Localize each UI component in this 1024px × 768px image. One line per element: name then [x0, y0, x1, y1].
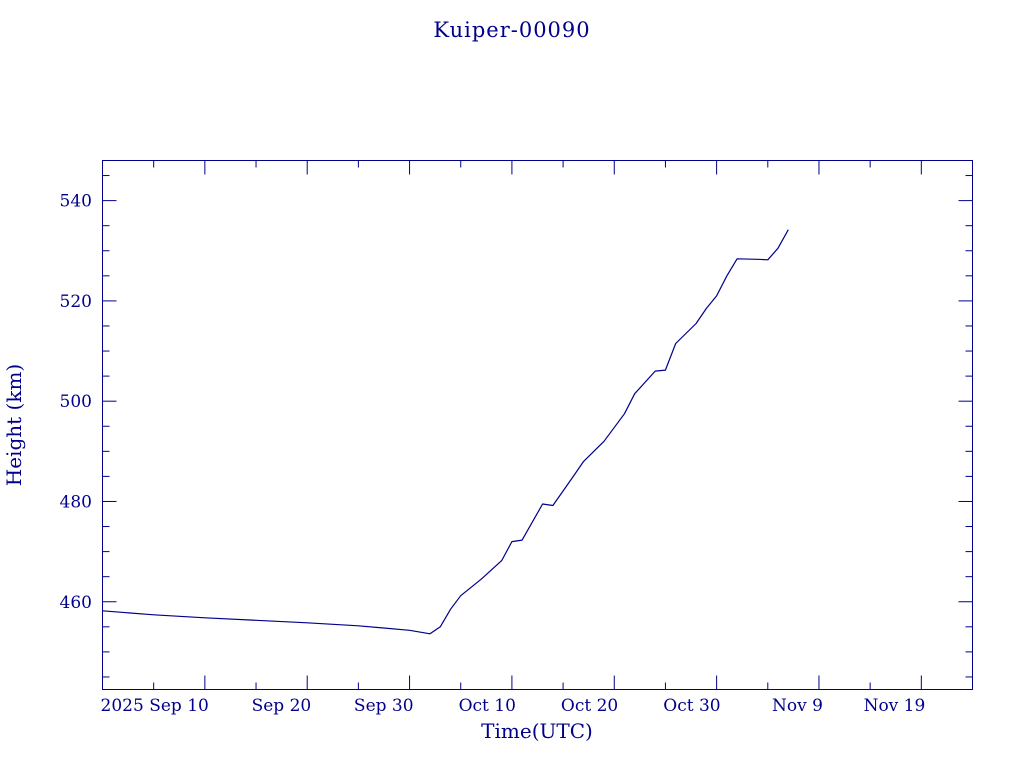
x-axis-ticks: 2025 Sep 10 Sep 20 Sep 30 Oct 10 Oct 20 Oct 3…: [101, 160, 973, 716]
x-axis-label: Time(UTC): [481, 719, 593, 743]
y-tick-label: 480: [60, 492, 92, 512]
x-tick-label: Oct 30: [663, 696, 720, 716]
y-tick-label: 500: [60, 392, 92, 412]
x-tick-label: Nov 9: [772, 696, 823, 716]
y-axis-label: Height (km): [2, 364, 26, 486]
x-tick-label: Sep 30: [354, 696, 414, 716]
y-tick-label: 520: [60, 292, 92, 312]
x-tick-label: 2025 Sep 10: [101, 696, 209, 716]
series-line-height: [102, 229, 789, 635]
y-tick-label: 460: [60, 593, 92, 613]
x-tick-label: Oct 20: [561, 696, 618, 716]
x-tick-label: Oct 10: [459, 696, 516, 716]
y-tick-label: 540: [60, 192, 92, 212]
x-tick-label: Nov 19: [864, 696, 926, 716]
plot-frame: [102, 160, 973, 690]
y-axis-ticks: 460 480 500 520 540: [60, 175, 973, 678]
chart-title: Kuiper-00090: [433, 18, 590, 42]
x-tick-label: Sep 20: [252, 696, 312, 716]
